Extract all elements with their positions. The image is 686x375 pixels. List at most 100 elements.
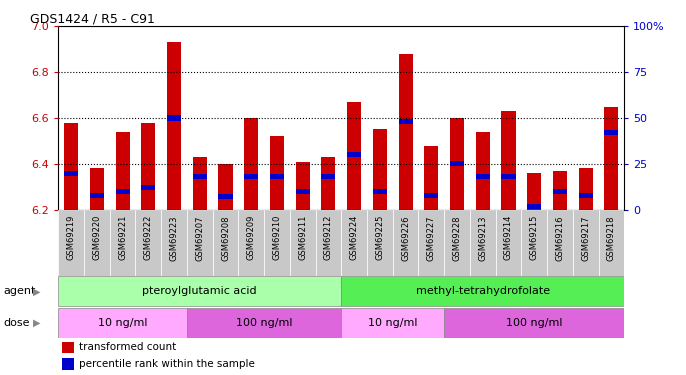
Bar [367, 210, 393, 276]
Text: GSM69209: GSM69209 [247, 215, 256, 260]
Bar [598, 210, 624, 276]
Bar [270, 174, 284, 179]
Text: GSM69220: GSM69220 [93, 215, 102, 260]
Bar [445, 308, 624, 338]
Text: agent: agent [3, 286, 36, 296]
Bar [424, 146, 438, 210]
Bar [58, 308, 187, 338]
Bar [475, 132, 490, 210]
Bar [115, 189, 130, 194]
Bar [604, 130, 619, 135]
Text: GSM69222: GSM69222 [144, 215, 153, 260]
Text: GDS1424 / R5 - C91: GDS1424 / R5 - C91 [30, 12, 155, 25]
Text: GSM69213: GSM69213 [478, 215, 487, 261]
Bar [167, 116, 181, 120]
Bar [90, 192, 104, 198]
Bar [392, 210, 418, 276]
Bar [136, 210, 161, 276]
Bar [372, 189, 387, 194]
Text: GSM69223: GSM69223 [169, 215, 178, 261]
Bar [193, 174, 207, 179]
Bar [501, 111, 516, 210]
Text: 100 ng/ml: 100 ng/ml [506, 318, 563, 328]
Text: GSM69212: GSM69212 [324, 215, 333, 260]
Bar [141, 185, 156, 190]
Text: dose: dose [3, 318, 30, 328]
Bar [244, 118, 259, 210]
Text: GSM69214: GSM69214 [504, 215, 513, 260]
Bar [213, 210, 239, 276]
Bar [342, 308, 445, 338]
Bar [187, 308, 342, 338]
Text: methyl-tetrahydrofolate: methyl-tetrahydrofolate [416, 286, 550, 296]
Text: 10 ng/ml: 10 ng/ml [98, 318, 147, 328]
Bar [62, 342, 74, 353]
Bar [290, 210, 316, 276]
Bar [264, 210, 290, 276]
Text: GSM69218: GSM69218 [607, 215, 616, 261]
Bar [64, 123, 78, 210]
Bar [218, 164, 233, 210]
Bar [342, 276, 624, 306]
Text: 10 ng/ml: 10 ng/ml [368, 318, 418, 328]
Bar [573, 210, 598, 276]
Bar [578, 192, 593, 198]
Bar [244, 174, 259, 179]
Bar [521, 210, 547, 276]
Bar [424, 192, 438, 198]
Text: GSM69215: GSM69215 [530, 215, 539, 260]
Text: GSM69208: GSM69208 [221, 215, 230, 261]
Bar [161, 210, 187, 276]
Text: ▶: ▶ [33, 286, 40, 296]
Text: GSM69227: GSM69227 [427, 215, 436, 261]
Text: GSM69207: GSM69207 [196, 215, 204, 261]
Text: percentile rank within the sample: percentile rank within the sample [79, 358, 255, 369]
Text: GSM69225: GSM69225 [375, 215, 384, 260]
Bar [115, 132, 130, 210]
Bar [321, 174, 335, 179]
Bar [62, 358, 74, 370]
Bar [218, 194, 233, 200]
Bar [445, 210, 470, 276]
Bar [342, 210, 367, 276]
Text: ▶: ▶ [33, 318, 40, 328]
Text: pteroylglutamic acid: pteroylglutamic acid [143, 286, 257, 296]
Bar [187, 210, 213, 276]
Text: GSM69228: GSM69228 [453, 215, 462, 261]
Text: 100 ng/ml: 100 ng/ml [236, 318, 292, 328]
Bar [193, 157, 207, 210]
Bar [578, 168, 593, 210]
Bar [90, 168, 104, 210]
Bar [239, 210, 264, 276]
Text: GSM69224: GSM69224 [350, 215, 359, 260]
Bar [372, 129, 387, 210]
Bar [418, 210, 445, 276]
Bar [58, 210, 84, 276]
Text: GSM69210: GSM69210 [272, 215, 281, 260]
Bar [501, 174, 516, 179]
Bar [321, 157, 335, 210]
Bar [84, 210, 110, 276]
Bar [296, 189, 310, 194]
Text: GSM69216: GSM69216 [556, 215, 565, 261]
Bar [399, 54, 413, 210]
Bar [316, 210, 342, 276]
Bar [547, 210, 573, 276]
Bar [604, 106, 619, 210]
Bar [475, 174, 490, 179]
Bar [553, 189, 567, 194]
Text: GSM69226: GSM69226 [401, 215, 410, 261]
Bar [553, 171, 567, 210]
Bar [347, 102, 362, 210]
Bar [470, 210, 495, 276]
Text: GSM69221: GSM69221 [118, 215, 127, 260]
Bar [58, 276, 342, 306]
Bar [110, 210, 136, 276]
Bar [347, 152, 362, 157]
Bar [450, 161, 464, 166]
Text: GSM69217: GSM69217 [581, 215, 590, 261]
Bar [399, 119, 413, 124]
Bar [527, 204, 541, 209]
Bar [495, 210, 521, 276]
Bar [167, 42, 181, 210]
